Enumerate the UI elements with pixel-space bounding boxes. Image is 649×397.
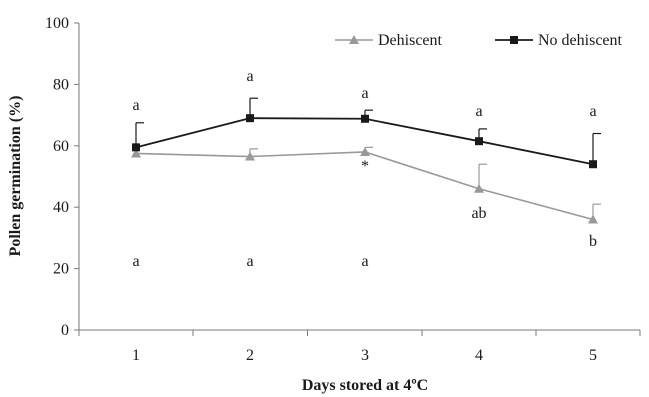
significance-letter: a [132,253,139,270]
significance-letter: a [132,97,139,114]
significance-letter: a [589,103,596,120]
y-tick-label: 60 [53,138,69,155]
significance-letter: b [589,233,597,250]
y-tick-label: 0 [61,322,69,339]
significance-letter: ab [471,205,486,222]
data-point [475,137,483,146]
x-axis-ticks: 1 2 3 4 5 [78,330,641,364]
x-axis-title: Days stored at 4ºC [302,377,428,394]
x-tick-label: 3 [361,347,369,364]
data-point [245,151,255,161]
significance-labels: a a a a a a a a ab b * [132,68,597,270]
series-dehiscent [131,146,601,224]
x-tick-label: 1 [132,347,140,364]
y-tick-label: 80 [53,76,69,93]
legend-label: No dehiscent [538,32,623,49]
legend-item: Dehiscent [335,32,443,49]
legend-swatch-marker [510,36,518,44]
significance-letter: a [475,103,482,120]
data-point [589,160,597,169]
data-point [474,183,484,193]
significance-asterisk: * [361,158,369,175]
y-tick-label: 100 [45,15,69,32]
data-point [360,146,370,156]
significance-letter: a [361,253,368,270]
data-point [132,143,140,152]
y-axis-title: Pollen germination (%) [7,96,24,257]
y-tick-label: 20 [53,261,69,278]
data-point [588,214,598,224]
legend: Dehiscent No dehiscent [335,32,623,49]
y-axis-ticks: 0 20 40 60 80 100 [45,15,79,339]
x-tick-label: 2 [246,347,254,364]
data-point [361,114,369,123]
x-tick-label: 5 [589,347,597,364]
legend-swatch-marker [349,35,359,44]
data-point [131,148,141,158]
series-layer [131,97,601,224]
series-no-dehiscent [132,97,601,169]
significance-letter: a [361,85,368,102]
y-tick-label: 40 [53,199,69,216]
data-point [246,114,254,123]
legend-label: Dehiscent [378,32,443,49]
significance-letter: a [246,68,253,85]
legend-item: No dehiscent [495,32,623,49]
plot-frame [78,23,640,331]
x-tick-label: 4 [475,347,483,364]
significance-letter: a [246,253,253,270]
